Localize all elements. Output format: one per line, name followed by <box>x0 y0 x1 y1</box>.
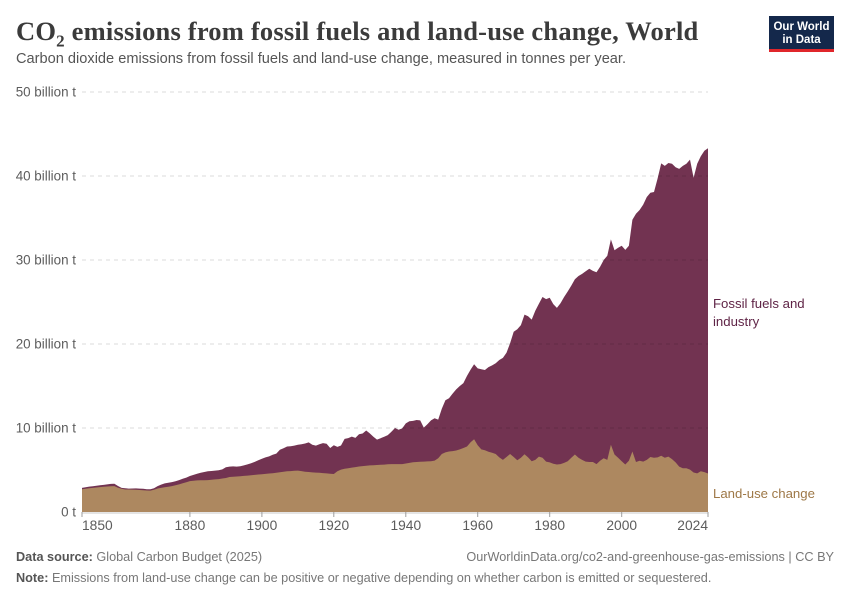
svg-text:Land-use change: Land-use change <box>713 486 815 501</box>
svg-text:2024: 2024 <box>677 518 708 533</box>
svg-text:0 t: 0 t <box>61 505 76 520</box>
svg-text:20 billion t: 20 billion t <box>16 337 77 352</box>
svg-text:2000: 2000 <box>606 518 637 533</box>
svg-text:Fossil fuels and: Fossil fuels and <box>713 296 805 311</box>
svg-text:40 billion t: 40 billion t <box>16 169 77 184</box>
svg-text:1900: 1900 <box>247 518 278 533</box>
svg-text:50 billion t: 50 billion t <box>16 85 77 100</box>
svg-text:1920: 1920 <box>318 518 349 533</box>
svg-text:30 billion t: 30 billion t <box>16 253 77 268</box>
svg-text:1940: 1940 <box>390 518 421 533</box>
svg-text:1880: 1880 <box>175 518 206 533</box>
svg-text:1980: 1980 <box>534 518 565 533</box>
svg-text:1960: 1960 <box>462 518 493 533</box>
svg-text:10 billion t: 10 billion t <box>16 421 77 436</box>
svg-text:1850: 1850 <box>82 518 113 533</box>
svg-text:industry: industry <box>713 314 760 329</box>
